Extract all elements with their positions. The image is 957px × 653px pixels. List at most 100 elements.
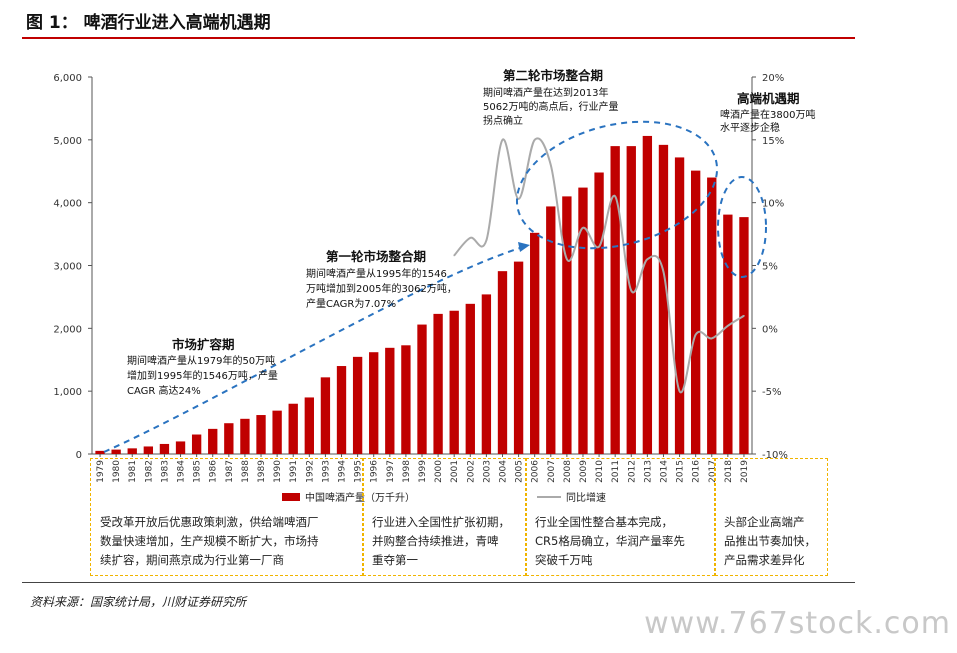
growth-point-2017 [710,337,713,340]
x-tick-label: 2005 [515,460,525,483]
phase2-title: 第一轮市场整合期 [326,249,426,264]
x-tick-label: 1979 [96,460,106,483]
era4-line3: 产品需求差异化 [724,553,805,567]
era-text-2: 行业进入全国性扩张初期， 并购整合持续推进，青啤 重夺第一 [372,513,510,570]
chart-legend: 中国啤酒产量（万千升） 同比增速 [282,491,606,504]
growth-point-2002 [469,237,472,239]
era1-line2: 数量快速增加，生产规模不断扩大，市场持 [100,534,319,548]
source-note: 资料来源：国家统计局，川财证券研究所 [30,595,247,609]
x-tick-label: 2000 [434,460,444,483]
x-tick-label: 1991 [289,460,299,483]
bar-2009 [578,187,588,454]
era-text-4: 头部企业高端产 品推出节奏加快， 产品需求差异化 [724,513,816,570]
x-tick-label: 1981 [128,460,138,483]
bar-1987 [224,423,234,454]
x-tick-label: 1990 [273,460,283,483]
bar-2008 [562,196,572,454]
x-tick-label: 2013 [643,460,653,483]
x-tick-label: 2019 [740,460,750,483]
x-tick-label: 2008 [563,460,573,483]
phase3-title: 第二轮市场整合期 [503,68,603,83]
bar-2005 [513,261,524,454]
growth-point-2018 [727,325,729,327]
phase3-line2: 5062万吨的高点后，行业产量 [483,100,618,113]
bar-1998 [401,345,411,454]
phase1-line3: CAGR 高达24% [127,384,201,397]
y-left-tick-label: 5,000 [53,136,82,147]
x-tick-label: 2015 [676,460,686,483]
growth-point-2004 [501,139,504,141]
growth-point-2015 [678,390,681,392]
phase4-line1: 啤酒产量在3800万吨 [720,108,815,121]
era3-line3: 突破千万吨 [535,553,593,567]
era-text-3: 行业全国性整合基本完成， CR5格局确立，华润产量率先 突破千万吨 [535,513,685,570]
growth-point-2001 [453,254,455,257]
era2-line2: 并购整合持续推进，青啤 [372,534,499,548]
growth-point-2010 [598,245,600,248]
phase-trend-arrow [103,247,521,453]
phase2-line1: 期间啤酒产量从1995年的1546 [306,267,447,280]
era4-line1: 头部企业高端产 [724,515,805,529]
watermark: www.767stock.com [644,606,951,641]
x-tick-label: 2012 [627,460,637,483]
phase4-title: 高端机遇期 [737,91,800,106]
bar-2017 [707,177,717,455]
bar-1983 [159,443,170,454]
phase3-line3: 拐点确立 [483,114,523,127]
bar-1980 [111,449,121,454]
bar-2016 [690,170,701,454]
bar-1988 [240,418,250,454]
growth-point-2003 [485,239,488,242]
bar-2007 [546,206,556,454]
growth-point-2008 [566,258,568,261]
era4-line2: 品推出节奏加快， [724,534,816,548]
era2-line3: 重夺第一 [372,553,418,567]
x-tick-label: 1994 [338,460,348,483]
growth-point-2011 [614,195,616,198]
bar-1999 [417,324,427,454]
bar-1990 [272,410,282,454]
bar-2014 [658,144,669,455]
growth-point-2006 [533,139,536,141]
bar-1986 [208,428,218,454]
bar-2012 [626,146,636,454]
x-tick-label: 1982 [144,460,154,483]
bar-2010 [594,172,604,455]
chart-axes: 0 1,000 2,000 3,000 4,000 5,000 6,000 -10% -5% 0%… [53,73,787,483]
bar-1996 [369,352,379,454]
bar-1989 [256,415,266,454]
bar-2004 [497,271,508,454]
legend-bar-label: 中国啤酒产量（万千升） [305,491,415,504]
era-box-3 [526,458,715,576]
x-tick-label: 2016 [692,460,702,483]
x-tick-label: 1996 [370,460,380,483]
x-tick-label: 2010 [595,460,605,483]
bar-2003 [481,294,492,454]
bar-2018 [723,214,733,454]
x-tick-label: 1986 [209,460,219,483]
x-tick-label: 2014 [659,460,669,483]
y-right-tick-label: 20% [762,73,784,84]
title-divider [22,37,855,39]
bar-2000 [433,313,443,454]
growth-point-2009 [582,227,584,229]
legend-bar-swatch [282,493,300,501]
y-left-tick-label: 3,000 [53,262,82,273]
x-tick-label: 2017 [708,460,718,483]
era-text-1: 受改革开放后优惠政策刺激，供给端啤酒厂 数量快速增加，生产规模不断扩大，市场持 … [100,513,319,570]
y-right-tick-label: 5% [762,262,778,273]
bar-2015 [674,157,685,454]
y-left-tick-label: 2,000 [53,324,82,335]
x-tick-label: 1995 [354,460,364,483]
y-right-tick-label: -10% [762,450,788,461]
x-tick-label: 1980 [112,460,122,483]
bar-1985 [191,434,202,454]
x-tick-label: 1999 [418,460,428,483]
era-box-2 [363,458,526,576]
y-left-tick-label: 4,000 [53,199,82,210]
phase2-line2: 万吨增加到2005年的3062万吨， [306,282,457,295]
annotation-phase4: 高端机遇期 啤酒产量在3800万吨 水平逐步企稳 [720,91,815,134]
growth-point-2007 [549,164,552,166]
annotation-phase3: 第二轮市场整合期 期间啤酒产量在达到2013年 5062万吨的高点后，行业产量 … [483,68,618,127]
growth-point-2016 [694,333,697,336]
